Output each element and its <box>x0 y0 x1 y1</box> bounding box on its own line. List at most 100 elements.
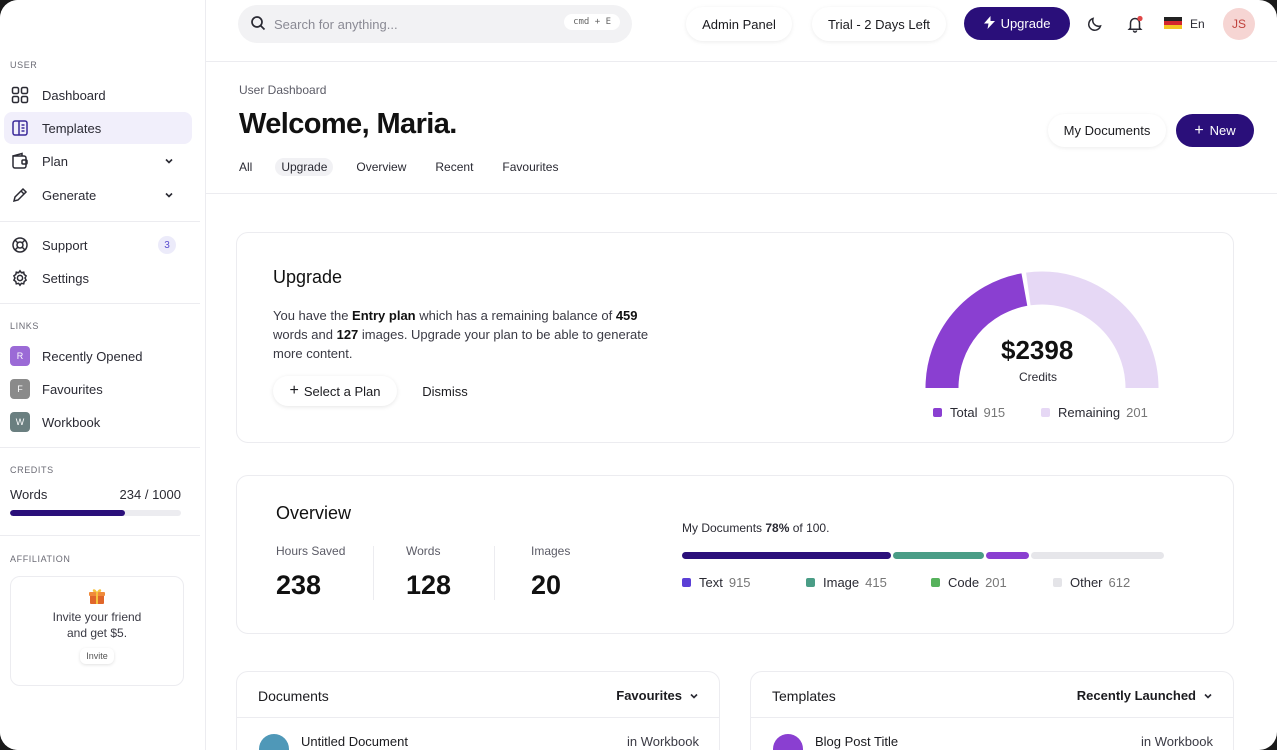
lifebuoy-icon <box>10 235 30 255</box>
trial-status-button[interactable]: Trial - 2 Days Left <box>812 7 946 41</box>
sidebar-link-workbook[interactable]: W Workbook <box>4 406 192 438</box>
lightning-icon <box>983 15 995 32</box>
document-name[interactable]: Untitled Document <box>301 734 408 749</box>
legend-code: Code 201 <box>931 575 1007 590</box>
tab-bar: All Upgrade Overview Recent Favourites <box>239 158 581 176</box>
tab-upgrade[interactable]: Upgrade <box>275 158 334 176</box>
gauge-legend-remaining: Remaining 201 <box>1041 405 1148 420</box>
template-name[interactable]: Blog Post Title <box>815 734 899 749</box>
upgrade-button-label: Upgrade <box>1000 16 1051 31</box>
affiliation-card: Invite your friend and get $5. Invite <box>10 576 184 686</box>
stat-images: Images 20 <box>531 544 571 600</box>
breadcrumb: User Dashboard <box>239 83 327 97</box>
link-letter-badge: W <box>10 412 30 432</box>
affiliation-line-2: and get $5. <box>66 626 128 640</box>
moon-icon[interactable] <box>1085 14 1105 34</box>
sidebar-item-label: Generate <box>42 187 97 203</box>
legend-swatch <box>1053 578 1062 587</box>
gear-icon <box>10 268 30 288</box>
tab-recent[interactable]: Recent <box>435 160 474 174</box>
documents-panel-header: Documents Favourites <box>237 672 719 718</box>
sidebar-item-settings[interactable]: Settings <box>4 262 192 294</box>
credits-gauge <box>925 271 1159 389</box>
bar-segment-other <box>1030 552 1164 559</box>
my-documents-button[interactable]: My Documents <box>1048 114 1166 147</box>
gauge-used-arc <box>925 273 1028 389</box>
upgrade-card-title: Upgrade <box>273 267 343 287</box>
sidebar: USER Dashboard Templates Plan <box>0 0 206 750</box>
gauge-caption: Credits <box>1019 370 1058 384</box>
tab-favourites[interactable]: Favourites <box>502 160 559 174</box>
legend-swatch <box>1041 408 1050 417</box>
admin-panel-button[interactable]: Admin Panel <box>686 7 792 41</box>
documents-panel-title: Documents <box>258 688 329 704</box>
document-icon <box>10 118 30 138</box>
dismiss-button[interactable]: Dismiss <box>422 383 468 399</box>
select-plan-button[interactable]: + Select a Plan <box>273 376 397 406</box>
sidebar-item-label: Templates <box>42 120 102 136</box>
invite-button[interactable]: Invite <box>80 648 114 664</box>
header-divider <box>206 193 1277 194</box>
stat-hours-saved: Hours Saved 238 <box>276 544 346 600</box>
templates-panel-title: Templates <box>772 688 836 704</box>
documents-panel: Documents Favourites Untitled Document i… <box>236 671 720 750</box>
upgrade-description: You have the Entry plan which has a rema… <box>273 308 649 361</box>
page-title: Welcome, Maria. <box>239 108 457 140</box>
document-thumbnail <box>259 734 289 750</box>
upgrade-button[interactable]: Upgrade <box>964 7 1070 40</box>
search-box[interactable]: cmd + E <box>238 5 632 43</box>
sidebar-divider <box>0 221 200 222</box>
sidebar-divider <box>0 303 200 304</box>
bar-segment-text <box>682 552 892 559</box>
sidebar-link-recently-opened[interactable]: R Recently Opened <box>4 340 192 372</box>
chevron-down-icon[interactable] <box>164 154 174 169</box>
chevron-down-icon[interactable] <box>164 188 174 203</box>
gauge-legend-total: Total 915 <box>933 405 1005 420</box>
gift-icon <box>11 587 183 608</box>
tab-overview[interactable]: Overview <box>356 160 407 174</box>
section-label-links: LINKS <box>10 321 40 331</box>
sidebar-item-plan[interactable]: Plan <box>4 145 192 177</box>
language-label: En <box>1190 17 1205 31</box>
document-location: in Workbook <box>626 734 699 749</box>
legend-swatch <box>806 578 815 587</box>
documents-filter-dropdown[interactable]: Favourites <box>616 688 699 703</box>
sidebar-item-generate[interactable]: Generate <box>4 179 192 211</box>
stat-divider <box>373 546 374 600</box>
sidebar-item-dashboard[interactable]: Dashboard <box>4 79 192 111</box>
legend-other: Other 612 <box>1053 575 1130 590</box>
sidebar-divider <box>0 535 200 536</box>
language-selector[interactable]: En <box>1164 14 1210 34</box>
tab-all[interactable]: All <box>239 160 253 174</box>
support-count-badge: 3 <box>158 236 176 254</box>
templates-panel-header: Templates Recently Launched <box>751 672 1233 718</box>
search-shortcut-hint: cmd + E <box>564 14 620 30</box>
sidebar-link-favourites[interactable]: F Favourites <box>4 373 192 405</box>
sidebar-item-templates[interactable]: Templates <box>4 112 192 144</box>
sidebar-item-support[interactable]: Support 3 <box>4 229 192 261</box>
credits-progress-bar <box>10 510 181 516</box>
select-plan-label: Select a Plan <box>303 383 381 399</box>
search-input[interactable] <box>274 16 544 32</box>
sidebar-item-label: Settings <box>42 270 89 286</box>
bell-icon[interactable] <box>1124 13 1146 35</box>
legend-text: Text 915 <box>682 575 751 590</box>
search-icon <box>250 15 266 34</box>
templates-filter-dropdown[interactable]: Recently Launched <box>1077 688 1213 703</box>
template-thumbnail <box>773 734 803 750</box>
pencil-icon <box>10 185 30 205</box>
new-button[interactable]: + New <box>1176 114 1254 147</box>
overview-card: Overview Hours Saved 238 Words 128 Image… <box>236 475 1234 634</box>
section-label-user: USER <box>10 60 38 70</box>
link-letter-badge: F <box>10 379 30 399</box>
affiliation-line-1: Invite your friend <box>52 610 142 624</box>
upgrade-card: Upgrade You have the Entry plan which ha… <box>236 232 1234 443</box>
legend-swatch <box>933 408 942 417</box>
avatar[interactable]: JS <box>1223 8 1255 40</box>
chevron-down-icon <box>690 693 698 699</box>
sidebar-item-label: Favourites <box>42 381 103 397</box>
german-flag-icon <box>1164 16 1182 32</box>
new-button-label: New <box>1209 123 1236 138</box>
chevron-down-icon <box>1204 693 1212 699</box>
wallet-icon <box>10 151 30 171</box>
